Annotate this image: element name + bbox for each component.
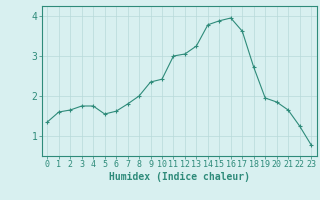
X-axis label: Humidex (Indice chaleur): Humidex (Indice chaleur) bbox=[109, 172, 250, 182]
